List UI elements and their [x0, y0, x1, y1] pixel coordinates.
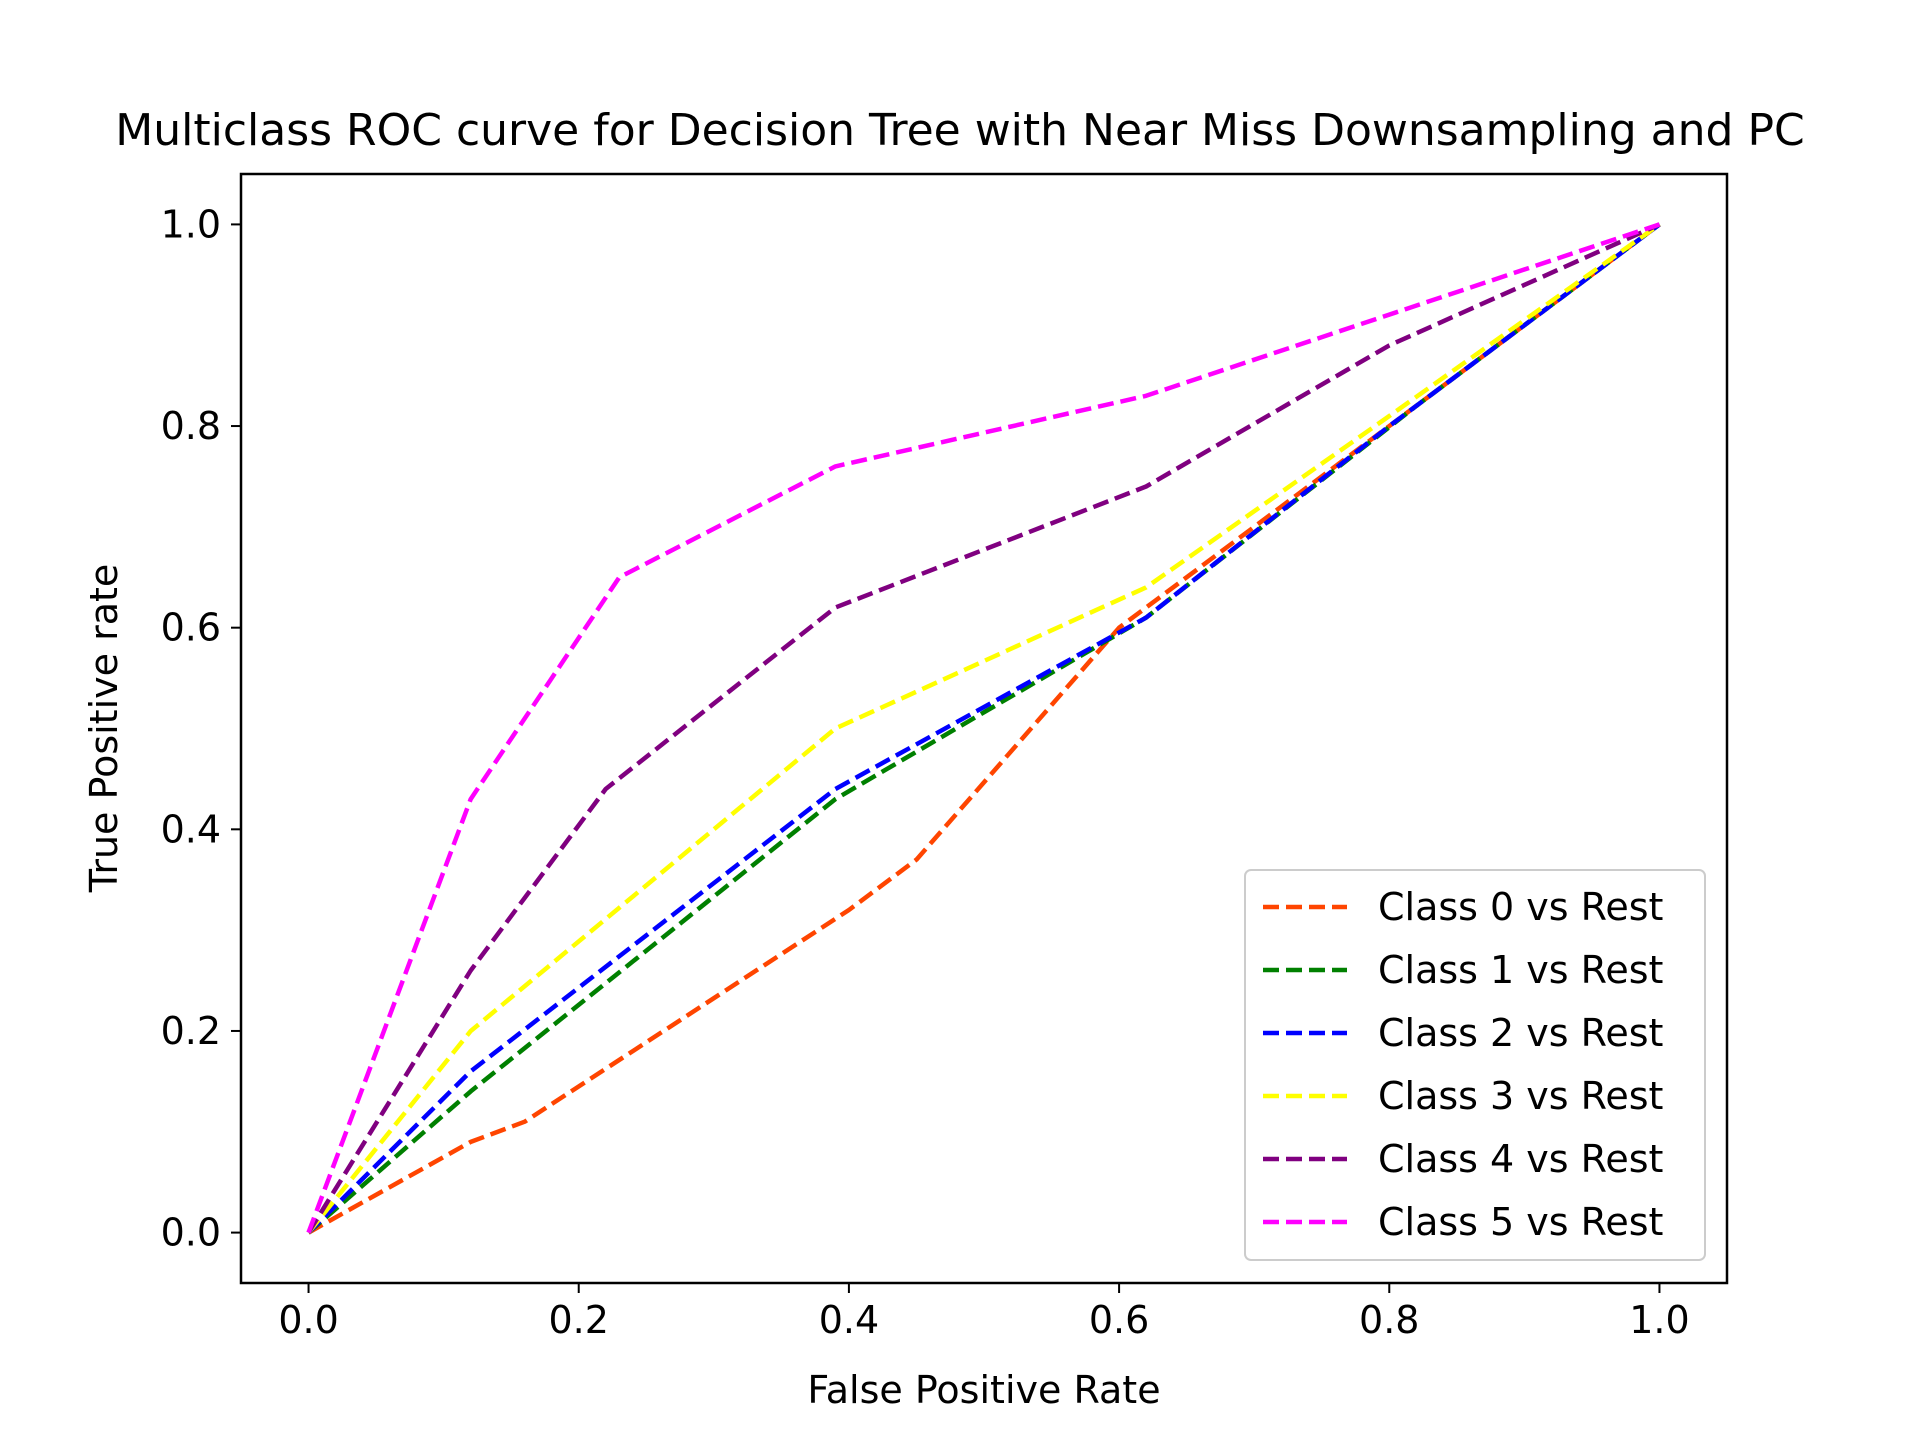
series-line-class-4	[306, 222, 1661, 1234]
series-line-class-3	[306, 222, 1661, 1235]
y-tick-label: 0.0	[161, 1211, 221, 1255]
y-axis: 0.0 0.2 0.4 0.6 0.8 1.0	[161, 202, 241, 1255]
x-tick-label: 0.8	[1359, 1298, 1419, 1342]
x-tick-label: 0.6	[1089, 1298, 1149, 1342]
x-tick-label: 1.0	[1629, 1298, 1689, 1342]
legend-frame	[1244, 869, 1706, 1261]
legend-label-class-2: Class 2 vs Rest	[1378, 1011, 1663, 1055]
x-tick-label: 0.4	[819, 1298, 879, 1342]
plot-frame	[239, 172, 1729, 1285]
y-tick-label: 1.0	[161, 202, 221, 246]
legend-label-class-5: Class 5 vs Rest	[1378, 1200, 1663, 1244]
plot-lines	[306, 222, 1661, 1235]
y-tick-label: 0.4	[161, 807, 221, 851]
legend-label-class-3: Class 3 vs Rest	[1378, 1074, 1663, 1118]
y-tick-label: 0.8	[161, 404, 221, 448]
series-line-class-2	[306, 222, 1661, 1235]
x-tick-label: 0.2	[549, 1298, 609, 1342]
y-tick-label: 0.6	[161, 606, 221, 650]
legend-label-class-0: Class 0 vs Rest	[1378, 885, 1663, 929]
series-line-class-5	[306, 222, 1661, 1234]
y-axis-label: True Positive rate	[82, 564, 126, 894]
y-tick-label: 0.2	[161, 1009, 221, 1053]
x-tick-label: 0.0	[278, 1298, 338, 1342]
x-axis: 0.0 0.2 0.4 0.6 0.8 1.0	[278, 1283, 1690, 1342]
legend: Class 0 vs Rest Class 1 vs Rest Class 2 vs…	[1244, 869, 1706, 1261]
x-axis-label: False Positive Rate	[807, 1368, 1160, 1412]
chart-title: Multiclass ROC curve for Decision Tree w…	[115, 105, 1804, 156]
legend-label-class-4: Class 4 vs Rest	[1378, 1137, 1663, 1181]
series-line-class-0	[307, 222, 1661, 1235]
legend-label-class-1: Class 1 vs Rest	[1378, 948, 1663, 992]
